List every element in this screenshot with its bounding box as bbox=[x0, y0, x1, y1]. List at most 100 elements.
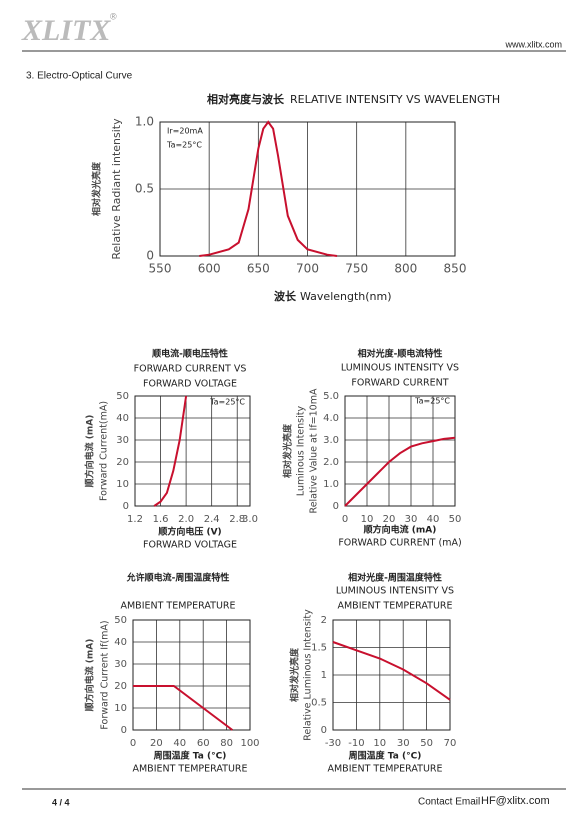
x-tick-label: 3.0 bbox=[242, 514, 258, 525]
chart-title: FORWARD VOLTAGE bbox=[143, 379, 237, 390]
data-line bbox=[199, 120, 338, 257]
page-number: 4 / 4 bbox=[52, 797, 70, 807]
chart-title-cn: 相对光度-周围温度特性 bbox=[348, 572, 442, 584]
x-axis-label: 周围温度 Ta (°C) bbox=[154, 750, 227, 762]
y-axis-label: Luminous Intensity bbox=[296, 406, 307, 497]
x-tick-label: -30 bbox=[325, 738, 341, 749]
y-axis-label: Relative Radiant intensity bbox=[110, 118, 123, 260]
y-tick-label: 50 bbox=[116, 391, 129, 402]
url: www.xlitx.com bbox=[504, 39, 562, 49]
y-tick-label: 20 bbox=[116, 457, 129, 468]
x-tick-label: 1.2 bbox=[127, 514, 143, 525]
plot-frame bbox=[132, 619, 251, 731]
x-axis-label: FORWARD CURRENT (mA) bbox=[338, 538, 461, 549]
y-tick-label: 0 bbox=[321, 725, 327, 736]
y-axis-label: Relative Luminous Intensity bbox=[303, 609, 314, 741]
x-tick-label: 750 bbox=[345, 262, 368, 276]
x-tick-label: 0 bbox=[342, 514, 348, 525]
chart-title: LUMINOUS INTENSITY VS bbox=[341, 363, 459, 374]
y-axis-label: 相对发光亮度 bbox=[289, 647, 301, 702]
plot-frame bbox=[332, 619, 451, 731]
y-tick-label: 0 bbox=[121, 725, 127, 736]
y-tick-label: 0 bbox=[333, 501, 339, 512]
x-tick-label: 50 bbox=[449, 514, 462, 525]
x-axis-label-cn: 波长 bbox=[274, 289, 297, 303]
x-axis-label: Wavelength(nm) bbox=[300, 290, 392, 303]
y-tick-label: 40 bbox=[116, 413, 129, 424]
data-line bbox=[153, 395, 188, 507]
y-tick-label: 20 bbox=[114, 681, 127, 692]
chart-title-cn: 允许顺电流-周围温度特性 bbox=[126, 572, 230, 584]
x-tick-label: 800 bbox=[394, 262, 417, 276]
data-line bbox=[133, 685, 234, 731]
y-tick-label: 10 bbox=[114, 703, 127, 714]
x-axis-label: AMBIENT TEMPERATURE bbox=[132, 764, 247, 775]
y-axis-label: Forward Current(mA) bbox=[99, 401, 110, 501]
y-tick-label: 1.5 bbox=[311, 643, 327, 654]
logo: XLITX bbox=[21, 14, 111, 47]
x-tick-label: 1.6 bbox=[153, 514, 169, 525]
x-tick-label: 40 bbox=[427, 514, 440, 525]
y-tick-label: 0.5 bbox=[135, 182, 154, 196]
x-tick-label: 650 bbox=[247, 262, 270, 276]
y-axis-label: 顺方向电流 (mA) bbox=[84, 639, 96, 712]
y-tick-label: 50 bbox=[114, 615, 127, 626]
data-line bbox=[344, 436, 456, 507]
y-tick-label: 0 bbox=[146, 249, 154, 263]
plot-frame bbox=[134, 395, 251, 507]
annotation: Ta=25°C bbox=[166, 141, 202, 150]
x-axis-label: 顺方向电压 (V) bbox=[158, 526, 221, 538]
y-tick-label: 2 bbox=[321, 615, 327, 626]
section-title: 3. Electro-Optical Curve bbox=[26, 71, 133, 82]
x-tick-label: 100 bbox=[240, 738, 259, 749]
annotation: Ir=20mA bbox=[167, 127, 203, 136]
plot-frame bbox=[159, 121, 456, 257]
annotation: Ta=25°C bbox=[209, 398, 245, 407]
x-tick-label: 70 bbox=[444, 738, 457, 749]
chart-title: FORWARD CURRENT bbox=[351, 378, 448, 389]
y-tick-label: 1 bbox=[321, 670, 327, 681]
data-line bbox=[332, 641, 451, 701]
x-tick-label: 20 bbox=[383, 514, 396, 525]
x-axis-label: FORWARD VOLTAGE bbox=[143, 540, 237, 551]
x-tick-label: 2.8 bbox=[229, 514, 245, 525]
chart-title-cn: 相对光度-顺电流特性 bbox=[358, 348, 443, 360]
y-tick-label: 1.0 bbox=[135, 115, 154, 129]
contact-label: Contact Email bbox=[418, 797, 480, 808]
x-axis-label: 周围温度 Ta (°C) bbox=[349, 750, 422, 762]
y-tick-label: 4.0 bbox=[323, 413, 339, 424]
chart-title-cn: 相对亮度与波长 bbox=[207, 92, 285, 106]
chart-title: AMBIENT TEMPERATURE bbox=[120, 601, 235, 612]
x-tick-label: -10 bbox=[348, 738, 364, 749]
x-tick-label: 600 bbox=[198, 262, 221, 276]
chart-title: RELATIVE INTENSITY VS WAVELENGTH bbox=[290, 93, 500, 106]
chart-title: FORWARD CURRENT VS bbox=[134, 364, 247, 375]
x-tick-label: 10 bbox=[373, 738, 386, 749]
y-tick-label: 2.0 bbox=[323, 457, 339, 468]
y-axis-label: 顺方向电流 (mA) bbox=[84, 415, 96, 488]
email: HF@xlitx.com bbox=[481, 795, 550, 807]
y-tick-label: 0.5 bbox=[311, 698, 327, 709]
x-tick-label: 30 bbox=[397, 738, 410, 749]
x-tick-label: 40 bbox=[173, 738, 186, 749]
y-tick-label: 30 bbox=[116, 435, 129, 446]
annotation: Ta=25°C bbox=[414, 397, 450, 406]
logo-mark: ® bbox=[110, 11, 117, 21]
x-tick-label: 80 bbox=[220, 738, 233, 749]
y-tick-label: 40 bbox=[114, 637, 127, 648]
y-tick-label: 1.0 bbox=[323, 479, 339, 490]
y-tick-label: 5.0 bbox=[323, 391, 339, 402]
y-axis-label: Relative Value at If=10mA bbox=[309, 388, 320, 513]
x-tick-label: 850 bbox=[444, 262, 467, 276]
chart-title-cn: 顺电流-顺电压特性 bbox=[152, 348, 228, 360]
x-axis-label: 顺方向电流 (mA) bbox=[364, 524, 437, 536]
y-axis-label: 相对发光亮度 bbox=[91, 161, 103, 216]
x-tick-label: 2.0 bbox=[178, 514, 194, 525]
x-tick-label: 30 bbox=[405, 514, 418, 525]
chart-title: AMBIENT TEMPERATURE bbox=[337, 601, 452, 612]
x-tick-label: 0 bbox=[130, 738, 136, 749]
y-axis-label: 相对发光亮度 bbox=[282, 423, 294, 478]
x-tick-label: 20 bbox=[150, 738, 163, 749]
x-tick-label: 10 bbox=[361, 514, 374, 525]
